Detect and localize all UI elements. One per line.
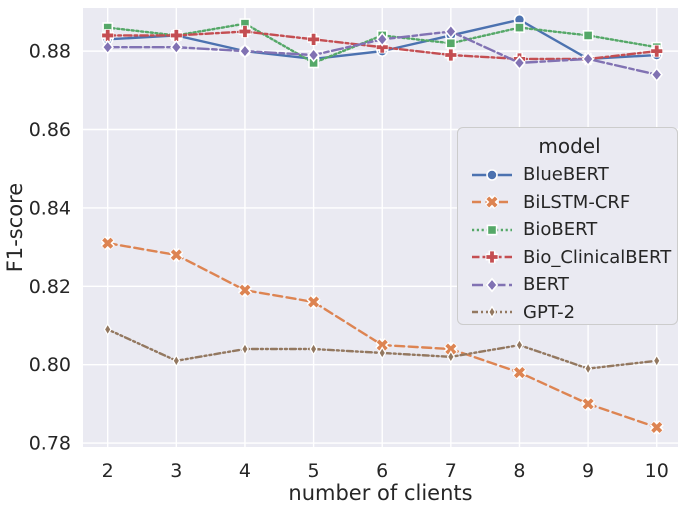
legend-item-BioBERT: BioBERT xyxy=(470,216,669,244)
square-line-sample-icon xyxy=(472,224,512,236)
plus-line-sample-icon xyxy=(472,251,512,264)
legend-item-BiLSTM-CRF: BiLSTM-CRF xyxy=(470,189,669,217)
legend-item-label: BERT xyxy=(523,274,569,296)
svg-text:0.78: 0.78 xyxy=(29,433,71,455)
svg-text:7: 7 xyxy=(445,460,457,482)
legend-item-label: GPT-2 xyxy=(523,301,576,323)
svg-text:2: 2 xyxy=(102,460,114,482)
legend-item-label: Bio_ClinicalBERT xyxy=(523,246,672,268)
x-axis-label: number of clients xyxy=(288,481,472,505)
series-GPT-2 xyxy=(103,322,661,376)
circle-line-sample-icon xyxy=(472,168,512,181)
svg-text:5: 5 xyxy=(308,460,320,482)
legend-items: BlueBERT BiLSTM-CRF BioBERT Bio_ClinicalBER… xyxy=(470,161,672,327)
axis-tick-labels: 0.78 0.80 0.82 0.84 0.86 0.88 2 3 4 5 6 7 8 9 10 xyxy=(29,41,669,482)
svg-text:9: 9 xyxy=(582,460,594,482)
svg-text:0.86: 0.86 xyxy=(29,119,71,141)
legend-item-Bio_ClinicalBERT: Bio_ClinicalBERT xyxy=(470,244,672,272)
series-BERT xyxy=(101,24,663,83)
legend-item-GPT-2: GPT-2 xyxy=(470,299,669,327)
svg-text:10: 10 xyxy=(645,460,669,482)
diamond-line-sample-icon xyxy=(472,277,512,293)
x-line-sample-icon xyxy=(472,195,512,210)
thin-diamond-line-sample-icon xyxy=(472,305,512,319)
legend-item-label: BiLSTM-CRF xyxy=(523,191,631,213)
legend-item-label: BlueBERT xyxy=(523,164,609,186)
svg-text:0.88: 0.88 xyxy=(29,41,71,63)
svg-text:3: 3 xyxy=(170,460,182,482)
svg-text:4: 4 xyxy=(239,460,251,482)
svg-text:6: 6 xyxy=(376,460,388,482)
svg-text:8: 8 xyxy=(513,460,525,482)
svg-text:0.84: 0.84 xyxy=(29,197,71,219)
legend-item-BlueBERT: BlueBERT xyxy=(470,161,669,189)
legend: model BlueBERT BiLSTM-CRF BioBERT Bio_Clini… xyxy=(457,127,678,325)
series-BiLSTM-CRF xyxy=(100,236,664,435)
y-axis-label: F1-score xyxy=(3,183,27,272)
svg-text:0.80: 0.80 xyxy=(29,354,71,376)
legend-item-label: BioBERT xyxy=(523,219,598,241)
legend-item-BERT: BERT xyxy=(470,271,669,299)
legend-title: model xyxy=(538,134,601,158)
svg-text:0.82: 0.82 xyxy=(29,276,71,298)
